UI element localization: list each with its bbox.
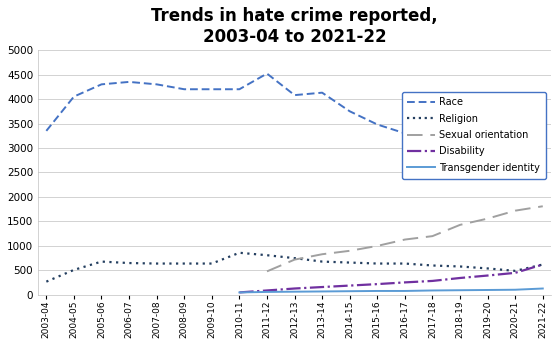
Title: Trends in hate crime reported,
2003-04 to 2021-22: Trends in hate crime reported, 2003-04 t… — [151, 7, 438, 46]
Legend: Race, Religion, Sexual orientation, Disability, Transgender identity: Race, Religion, Sexual orientation, Disa… — [402, 92, 546, 179]
